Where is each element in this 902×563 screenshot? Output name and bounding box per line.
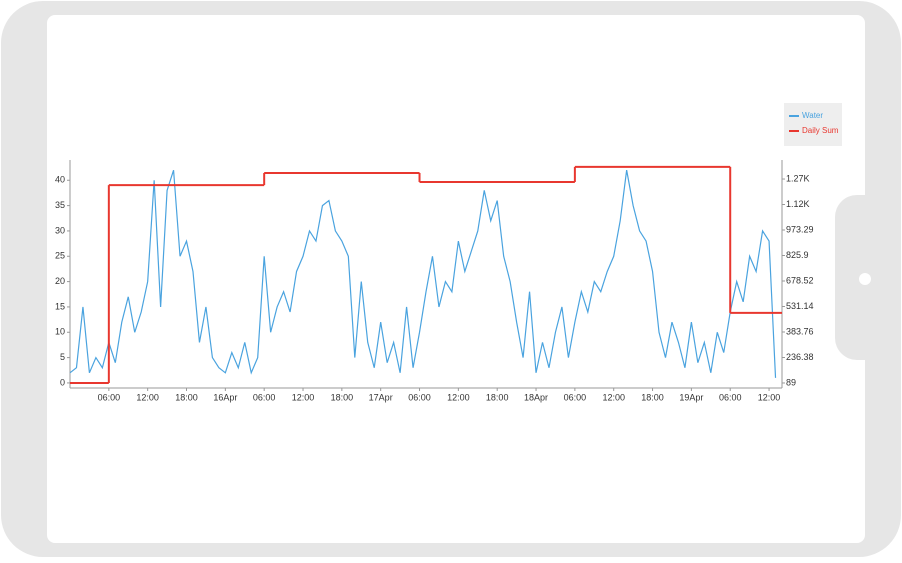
x-tick-label: 12:00 — [758, 392, 781, 402]
y2-tick-label: 825.9 — [786, 250, 809, 260]
x-tick-label: 18:00 — [486, 392, 509, 402]
x-tick-label: 12:00 — [136, 392, 159, 402]
y-tick-label: 25 — [55, 251, 65, 261]
x-tick-label: 18Apr — [524, 392, 548, 402]
series-line — [69, 169, 777, 378]
x-tick-label: 17Apr — [369, 392, 393, 402]
y2-tick-label: 973.29 — [786, 224, 814, 234]
y2-tick-label: 678.52 — [786, 275, 814, 285]
y-tick-label: 0 — [60, 377, 65, 387]
legend-box — [784, 103, 842, 146]
y2-tick-label: 236.38 — [786, 352, 814, 362]
y2-tick-label: 531.14 — [786, 301, 814, 311]
y-tick-label: 20 — [55, 276, 65, 286]
y-tick-label: 10 — [55, 327, 65, 337]
y-tick-label: 5 — [60, 352, 65, 362]
x-tick-label: 06:00 — [719, 392, 742, 402]
y2-tick-label: 1.27K — [786, 173, 810, 183]
x-tick-label: 18:00 — [641, 392, 664, 402]
y-tick-label: 15 — [55, 301, 65, 311]
x-tick-label: 12:00 — [292, 392, 315, 402]
y-tick-label: 35 — [55, 200, 65, 210]
x-tick-label: 06:00 — [253, 392, 276, 402]
legend-label: Daily Sum — [802, 126, 839, 135]
y-tick-label: 30 — [55, 225, 65, 235]
y2-tick-label: 89 — [786, 377, 796, 387]
x-tick-label: 16Apr — [213, 392, 237, 402]
x-tick-label: 12:00 — [447, 392, 470, 402]
legend-label: Water — [802, 111, 823, 120]
x-tick-label: 18:00 — [331, 392, 354, 402]
y-tick-label: 40 — [55, 175, 65, 185]
screen — [47, 15, 865, 543]
home-button[interactable] — [859, 273, 871, 285]
x-tick-label: 19Apr — [679, 392, 703, 402]
y2-tick-label: 383.76 — [786, 326, 814, 336]
y2-tick-label: 1.12K — [786, 199, 810, 209]
x-tick-label: 18:00 — [175, 392, 198, 402]
chart: 0 5 10 15 20 25 30 35 40 89 236.38 383.76 531.14 678.… — [55, 103, 842, 402]
x-tick-label: 12:00 — [602, 392, 625, 402]
x-tick-label: 06:00 — [408, 392, 431, 402]
x-tick-label: 06:00 — [98, 392, 121, 402]
x-tick-label: 06:00 — [564, 392, 587, 402]
